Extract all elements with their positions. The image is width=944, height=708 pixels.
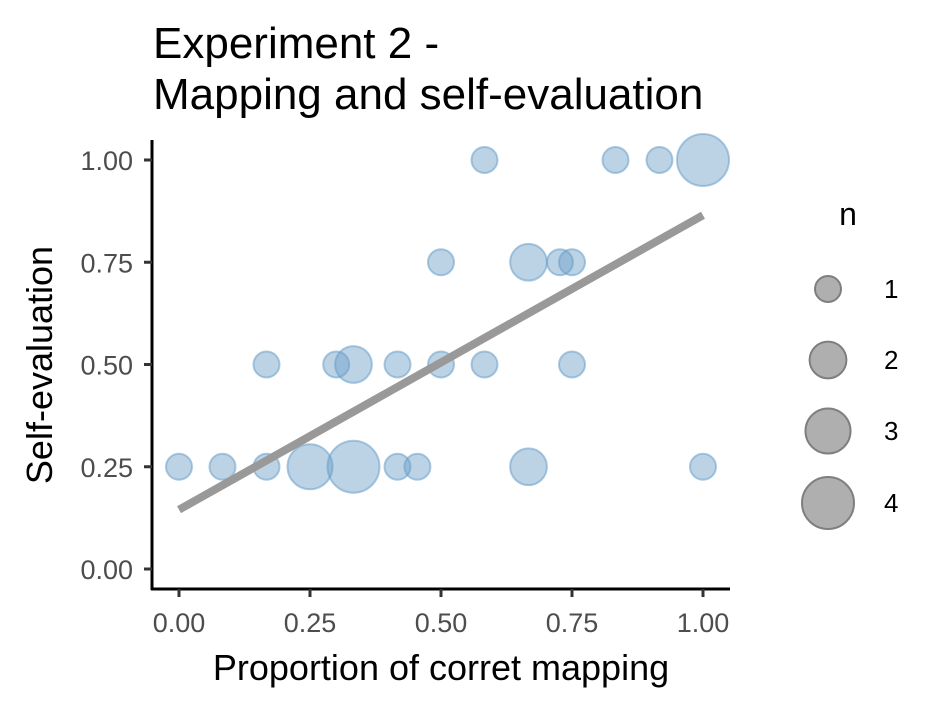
y-axis-title: Self-evaluation — [19, 246, 60, 484]
data-point — [252, 350, 281, 379]
legend-title: n — [839, 196, 857, 232]
data-point — [383, 452, 412, 481]
y-tick-label: 1.00 — [80, 146, 133, 176]
chart-title-line1: Experiment 2 - — [153, 19, 439, 68]
x-tick-label: 0.00 — [153, 608, 206, 638]
legend-key-label: 4 — [884, 488, 898, 518]
legend-key-label: 2 — [884, 345, 898, 375]
data-point — [470, 350, 499, 379]
x-tick-label: 0.50 — [415, 608, 468, 638]
x-ticks: 0.00 0.25 0.50 0.75 1.00 — [153, 589, 730, 638]
data-point — [322, 350, 351, 379]
legend-key-circle — [808, 340, 848, 380]
x-tick-label: 0.75 — [546, 608, 599, 638]
legend-key-circle — [804, 407, 852, 455]
data-point — [165, 452, 193, 481]
y-ticks: 0.00 0.25 0.50 0.75 1.00 — [80, 146, 152, 585]
points-layer — [165, 133, 730, 494]
y-tick-label: 0.00 — [80, 555, 133, 585]
legend-key-circle — [801, 476, 855, 530]
trend-line — [177, 211, 705, 514]
y-tick-label: 0.25 — [80, 453, 133, 483]
y-tick-label: 0.75 — [80, 248, 133, 278]
data-point — [383, 350, 412, 379]
data-point — [689, 452, 717, 481]
data-point — [558, 350, 586, 379]
data-point — [676, 133, 730, 187]
data-point — [286, 443, 334, 491]
y-tick-label: 0.50 — [80, 351, 133, 381]
x-tick-label: 1.00 — [677, 608, 730, 638]
legend-key-circle — [814, 275, 842, 303]
data-point — [470, 146, 499, 174]
data-point — [208, 452, 237, 481]
data-point — [558, 248, 586, 277]
data-point — [509, 242, 548, 282]
legend-key-label: 3 — [884, 416, 898, 446]
data-point — [326, 439, 381, 494]
data-point — [645, 146, 674, 174]
data-point — [427, 248, 455, 277]
chart-title-line2: Mapping and self-evaluation — [153, 70, 703, 119]
legend-key-label: 1 — [884, 274, 898, 304]
x-axis-title: Proportion of corret mapping — [213, 647, 669, 688]
size-legend: n 1 2 3 4 — [801, 196, 898, 530]
data-point — [334, 345, 373, 384]
data-point — [601, 146, 630, 174]
data-point — [403, 452, 432, 481]
x-tick-label: 0.25 — [284, 608, 337, 638]
data-point — [509, 447, 548, 487]
